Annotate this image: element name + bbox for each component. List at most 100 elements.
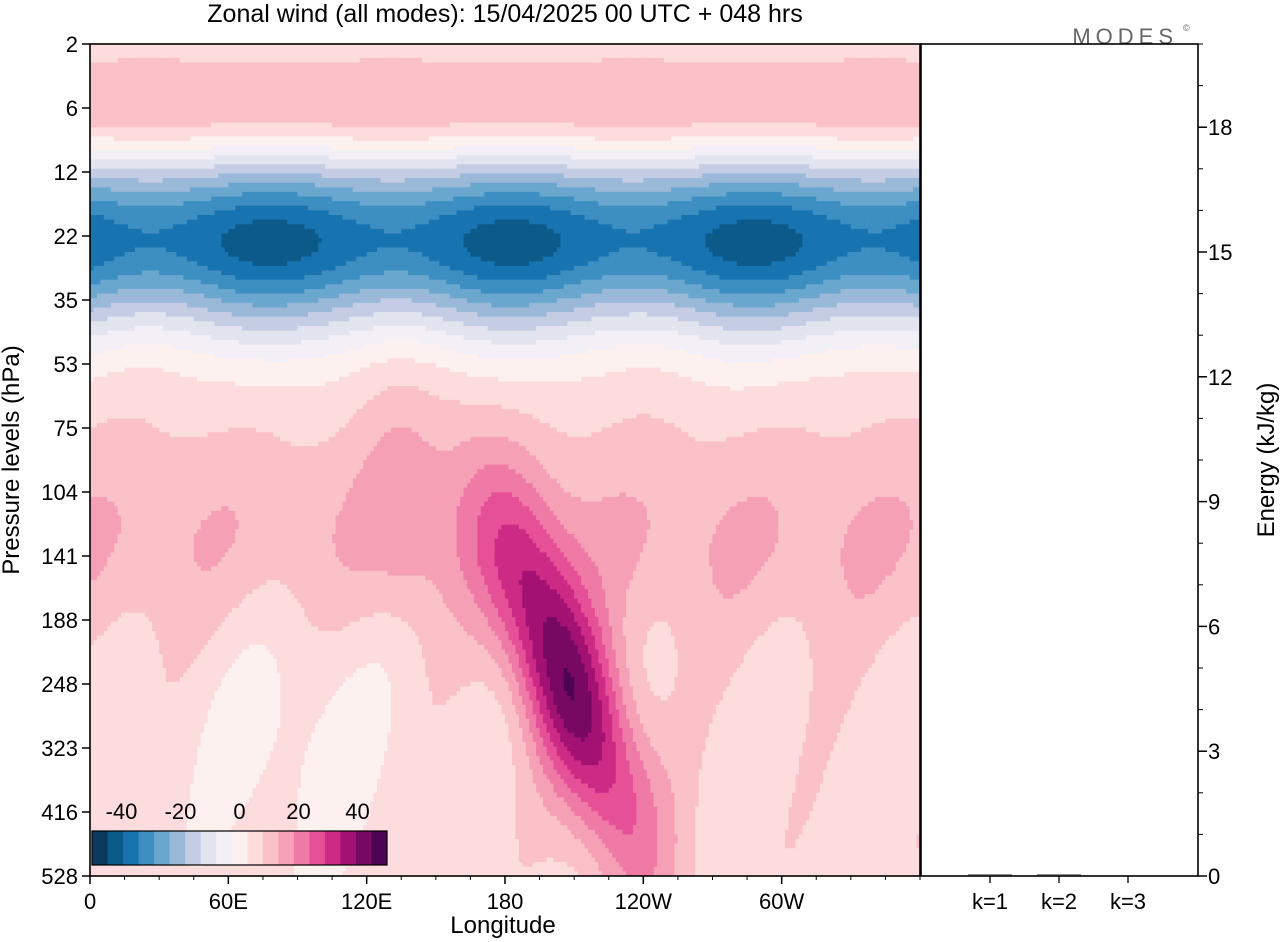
heatmap-cell [657,104,661,109]
heatmap-cell [104,62,108,67]
heatmap-cell [291,49,295,54]
heatmap-cell [550,67,554,72]
heatmap-cell [858,58,862,63]
heatmap-cell [249,49,253,54]
heatmap-cell [858,109,862,114]
heatmap-cell [488,90,492,95]
heatmap-cell [574,109,578,114]
heatmap-cell [211,53,215,58]
heatmap-cell [491,49,495,54]
heatmap-cell [242,58,246,63]
heatmap-cell [647,109,651,114]
heatmap-cell [571,53,575,58]
heatmap-cell [699,109,703,114]
heatmap-cell [574,95,578,100]
heatmap-cell [356,53,360,58]
heatmap-cell [768,72,772,77]
heatmap-cell [695,67,699,72]
heatmap-cell [809,49,813,54]
heatmap-cell [259,62,263,67]
heatmap-cell [861,81,865,86]
heatmap-cell [367,67,371,72]
heatmap-cell [235,109,239,114]
heatmap-cell [802,49,806,54]
heatmap-cell [643,95,647,100]
heatmap-cell [201,113,205,118]
heatmap-cell [782,81,786,86]
heatmap-cell [232,72,236,77]
heatmap-cell [149,99,153,104]
heatmap-cell [643,72,647,77]
heatmap-cell [277,99,281,104]
heatmap-cell [885,86,889,91]
heatmap-cell [401,95,405,100]
heatmap-cell [152,99,156,104]
heatmap-cell [840,67,844,72]
heatmap-cell [419,53,423,58]
heatmap-cell [733,81,737,86]
heatmap-cell [190,113,194,118]
heatmap-cell [242,53,246,58]
heatmap-cell [405,99,409,104]
heatmap-cell [581,86,585,91]
heatmap-cell [771,58,775,63]
heatmap-cell [356,104,360,109]
heatmap-cell [201,95,205,100]
heatmap-cell [602,72,606,77]
heatmap-cell [837,67,841,72]
heatmap-cell [170,76,174,81]
heatmap-cell [436,99,440,104]
heatmap-cell [519,86,523,91]
heatmap-cell [374,53,378,58]
heatmap-cell [543,86,547,91]
heatmap-cell [270,53,274,58]
heatmap-cell [602,90,606,95]
heatmap-cell [467,109,471,114]
heatmap-cell [405,58,409,63]
heatmap-cell [630,49,634,54]
heatmap-cell [768,95,772,100]
heatmap-cell [387,72,391,77]
heatmap-cell [342,53,346,58]
heatmap-cell [138,90,142,95]
heatmap-cell [173,86,177,91]
heatmap-cell [291,62,295,67]
heatmap-cell [457,72,461,77]
heatmap-cell [678,53,682,58]
heatmap-cell [439,104,443,109]
heatmap-cell [854,76,858,81]
heatmap-cell [612,81,616,86]
heatmap-cell [508,67,512,72]
heatmap-cell [533,49,537,54]
heatmap-cell [346,113,350,118]
heatmap-cell [657,81,661,86]
heatmap-cell [809,86,813,91]
heatmap-cell [571,72,575,77]
heatmap-cell [654,76,658,81]
heatmap-cell [187,53,191,58]
heatmap-cell [567,95,571,100]
heatmap-cell [623,90,627,95]
heatmap-cell [114,49,118,54]
heatmap-cell [429,95,433,100]
heatmap-cell [104,53,108,58]
heatmap-cell [633,104,637,109]
heatmap-cell [754,86,758,91]
heatmap-cell [747,104,751,109]
heatmap-cell [844,86,848,91]
heatmap-cell [706,53,710,58]
heatmap-cell [360,58,364,63]
heatmap-cell [128,95,132,100]
heatmap-cell [595,67,599,72]
heatmap-cell [730,99,734,104]
heatmap-cell [726,90,730,95]
heatmap-cell [360,81,364,86]
heatmap-cell [332,86,336,91]
heatmap-cell [730,86,734,91]
heatmap-cell [906,72,910,77]
heatmap-cell [118,104,122,109]
heatmap-cell [346,58,350,63]
heatmap-cell [422,53,426,58]
heatmap-cell [387,99,391,104]
heatmap-cell [834,62,838,67]
